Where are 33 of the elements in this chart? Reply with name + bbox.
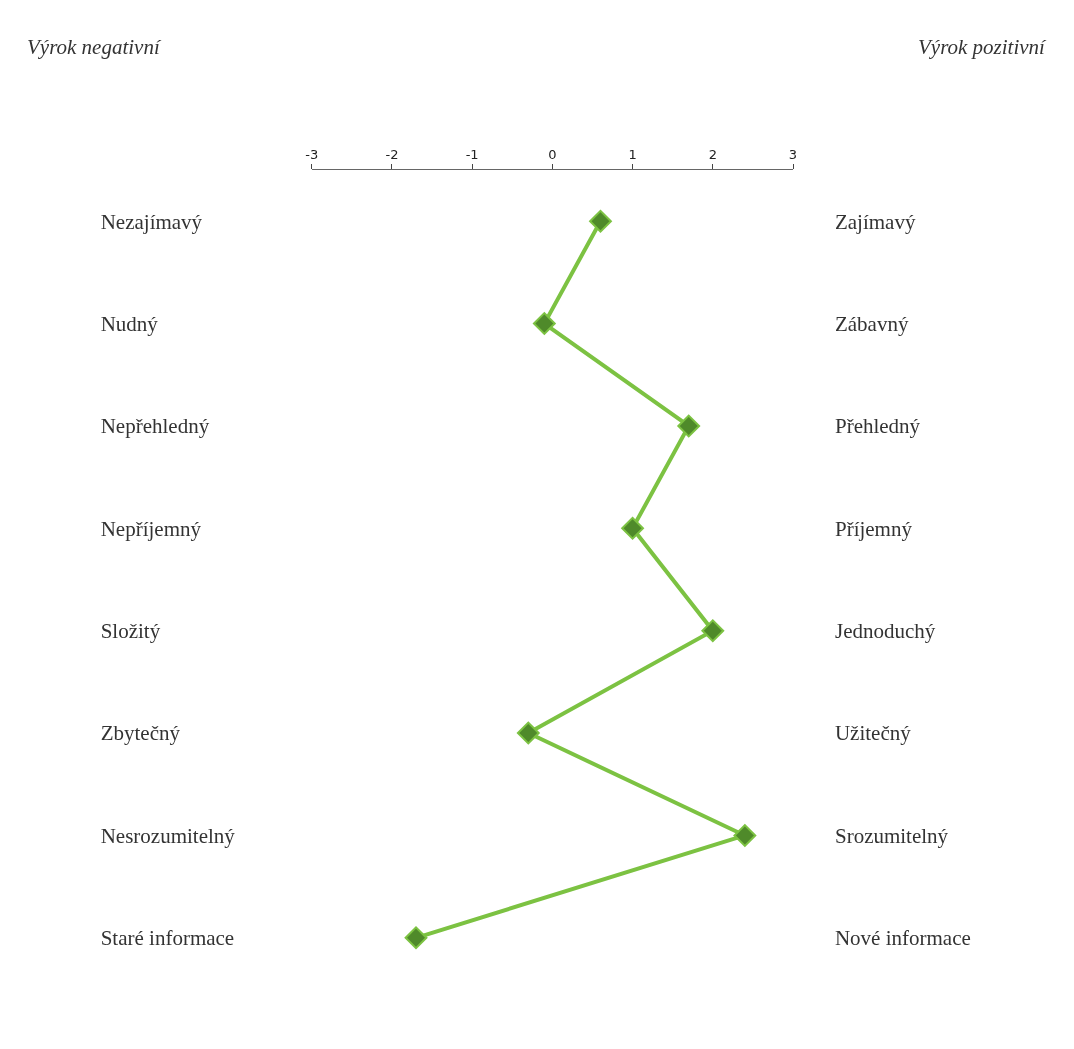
point <box>733 824 757 847</box>
y-tick-label: Zbytečný <box>100 721 181 746</box>
y2-tick-label: Zajímavý <box>834 209 916 234</box>
y2-tick-label: Jednoduchý <box>834 619 936 644</box>
y-tick-label: Nudný <box>100 311 159 336</box>
y2-tick-label: Nové informace <box>834 926 971 951</box>
y-tick-label: Nepříjemný <box>100 516 202 541</box>
x-tick-label: -2 <box>385 146 399 162</box>
point <box>589 209 612 233</box>
y-tick-label: Nezajímavý <box>100 209 203 234</box>
text: Výrok pozitivní <box>918 35 1048 59</box>
x-tick-label: 0 <box>548 146 557 162</box>
x-tick-label: -3 <box>305 146 319 162</box>
y-tick-label: Staré informace <box>100 926 235 951</box>
y2-tick-label: Příjemný <box>834 516 913 541</box>
point <box>532 312 556 335</box>
point <box>677 414 701 438</box>
point <box>404 926 428 950</box>
text: Výrok negativní <box>27 35 162 59</box>
y2-tick-label: Přehledný <box>834 414 921 439</box>
y2-tick-label: Zábavný <box>834 311 909 336</box>
y2-tick-label: Užitečný <box>834 721 912 746</box>
x-tick-label: 2 <box>708 146 717 162</box>
point <box>701 619 725 643</box>
point <box>621 516 644 540</box>
x-tick-label: -1 <box>465 146 479 162</box>
y-tick-label: Složitý <box>100 619 161 644</box>
y2-tick-label: Srozumitelný <box>834 823 949 848</box>
y-tick-label: Nepřehledný <box>100 414 210 439</box>
x-tick-label: 3 <box>788 146 798 162</box>
x-tick-label: 1 <box>628 146 637 162</box>
point <box>516 721 540 745</box>
y-tick-label: Nesrozumitelný <box>100 823 236 848</box>
